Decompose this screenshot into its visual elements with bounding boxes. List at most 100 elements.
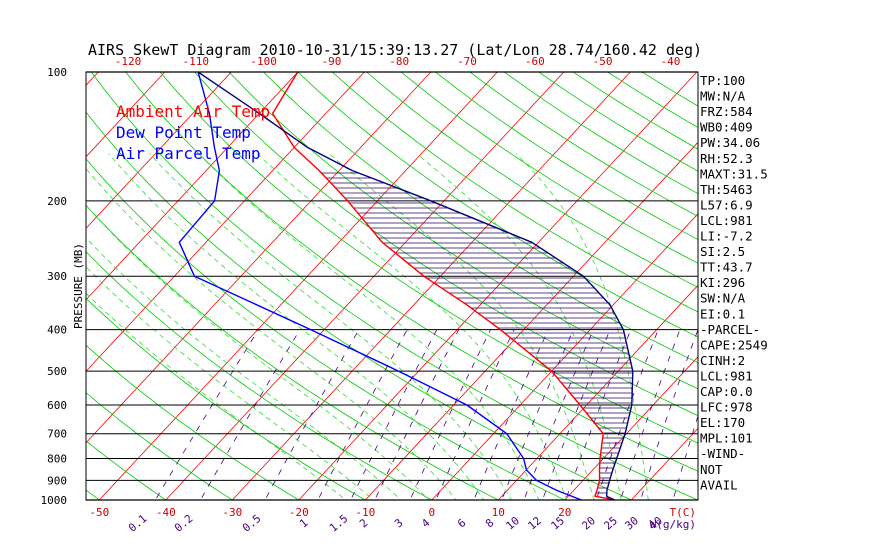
- isotherm-line: [86, 72, 299, 301]
- mixing-ratio-tick-label: 20: [579, 514, 598, 532]
- index-value: CINH:2: [700, 353, 745, 368]
- isotherm-line: [564, 356, 698, 500]
- bottom-temp-tick-label: 0: [428, 506, 435, 519]
- dry-adiabat-line: [86, 392, 234, 500]
- cape-hatching: [321, 172, 633, 499]
- index-value: LFC:978: [700, 400, 753, 415]
- dry-adiabat-line: [86, 158, 566, 500]
- mixing-ratio-line: [317, 329, 408, 500]
- moist-adiabat-line: [328, 153, 595, 500]
- index-value: MW:N/A: [700, 89, 746, 104]
- mixing-ratio-line: [595, 329, 659, 500]
- dry-adiabat-line: [125, 72, 698, 472]
- pressure-tick-label: 400: [47, 324, 67, 337]
- index-value: FRZ:584: [700, 104, 753, 119]
- stability-indices: TP:100MW:N/AFRZ:584WB0:409PW:34.06RH:52.…: [700, 73, 768, 492]
- dry-adiabat-line: [331, 72, 698, 313]
- dry-adiabat-line: [297, 72, 698, 338]
- dry-adiabat-line: [194, 72, 698, 417]
- mixing-ratio-tick-label: 25: [601, 514, 620, 532]
- index-value: KI:296: [700, 275, 745, 290]
- dry-adiabat-line: [435, 72, 698, 241]
- index-value: LI:-7.2: [700, 229, 753, 244]
- dry-adiabat-line: [366, 72, 698, 288]
- isotherm-line: [298, 72, 698, 500]
- isotherm-line: [86, 72, 432, 444]
- index-value: MPL:101: [700, 431, 753, 446]
- bottom-temp-tick-label: 10: [492, 506, 505, 519]
- index-value: EL:170: [700, 415, 745, 430]
- legend-dew-point-temp: Dew Point Temp: [116, 123, 251, 142]
- mixing-ratio-tick-label: 12: [525, 514, 544, 532]
- dry-adiabat-line: [86, 344, 300, 500]
- bottom-axis-unit-label: T(C): [670, 506, 697, 519]
- moist-adiabat-line: [86, 237, 402, 500]
- pressure-tick-label: 700: [47, 428, 67, 441]
- dry-adiabat-line: [263, 72, 698, 364]
- index-value: LCL:981: [700, 213, 753, 228]
- pressure-tick-label: 500: [47, 365, 67, 378]
- moist-adiabat-line: [86, 167, 457, 500]
- index-value: EI:0.1: [700, 306, 745, 321]
- index-value: NOT: [700, 462, 723, 477]
- mixing-ratio-line: [620, 329, 681, 500]
- mixing-ratio-line: [154, 329, 259, 500]
- air-parcel-temp-line: [197, 72, 634, 500]
- mixing-ratio-tick-label: 1.5: [327, 512, 351, 535]
- dry-adiabat-line: [86, 111, 633, 500]
- bottom-temp-tick-label: -20: [289, 506, 309, 519]
- isotherm-line: [165, 72, 565, 500]
- index-value: WB0:409: [700, 120, 753, 135]
- plot-frame: [85, 71, 699, 501]
- dew-point-temp-line: [178, 72, 582, 500]
- bottom-temp-tick-label: -50: [89, 506, 109, 519]
- moist-adiabat-line: [515, 153, 649, 500]
- pressure-tick-label: 1000: [41, 494, 68, 507]
- top-temp-tick-label: -50: [593, 55, 613, 68]
- index-value: TP:100: [700, 73, 745, 88]
- moist-adiabat-line: [149, 153, 512, 500]
- isotherm-line: [86, 72, 232, 229]
- pressure-tick-label: 800: [47, 453, 67, 466]
- mixing-ratio-line: [542, 329, 611, 500]
- moist-adiabat-line: [197, 153, 540, 500]
- index-value: PW:34.06: [700, 135, 760, 150]
- index-value: RH:52.3: [700, 151, 753, 166]
- isotherm-line: [86, 72, 365, 372]
- mixing-ratio-tick-label: 3: [392, 516, 405, 530]
- bottom-temp-tick-label: 20: [558, 506, 571, 519]
- dry-adiabat-line: [86, 204, 500, 500]
- index-value: LCL:981: [700, 368, 753, 383]
- isotherm-line: [86, 72, 166, 158]
- moist-adiabat-line: [256, 153, 567, 500]
- index-value: SW:N/A: [700, 291, 746, 306]
- mixing-ratio-tick-label: 0.1: [126, 512, 150, 535]
- isotherm-line: [498, 284, 698, 500]
- index-value: L57:6.9: [700, 197, 753, 212]
- top-temp-tick-label: -70: [457, 55, 477, 68]
- mixing-ratio-line: [565, 329, 632, 500]
- pressure-tick-label: 600: [47, 399, 67, 412]
- isotherm-line: [99, 72, 498, 500]
- dry-adiabat-line: [228, 72, 698, 390]
- mixing-ratio-line: [350, 329, 438, 500]
- mixing-ratio-tick-label: 10: [503, 514, 522, 532]
- moist-adiabat-line: [108, 153, 485, 500]
- mixing-ratio-tick-label: 0.5: [240, 512, 264, 535]
- top-temp-tick-label: -80: [389, 55, 409, 68]
- y-axis-label: PRESSURE (MB): [72, 243, 85, 329]
- top-temp-tick-label: -40: [660, 55, 680, 68]
- top-temp-tick-label: -100: [250, 55, 277, 68]
- mixing-ratio-line: [473, 329, 549, 500]
- isotherm-line: [232, 72, 631, 500]
- mixing-ratio-tick-label: 6: [455, 516, 468, 530]
- index-value: TH:5463: [700, 182, 753, 197]
- isotherm-line: [764, 72, 870, 500]
- mixing-ratio-line: [374, 329, 460, 500]
- index-value: CAP:0.0: [700, 384, 753, 399]
- pressure-tick-label: 300: [47, 270, 67, 283]
- dry-adiabat-line: [86, 251, 433, 500]
- sounding-curves: [178, 72, 634, 500]
- dry-adiabat-line: [86, 440, 167, 500]
